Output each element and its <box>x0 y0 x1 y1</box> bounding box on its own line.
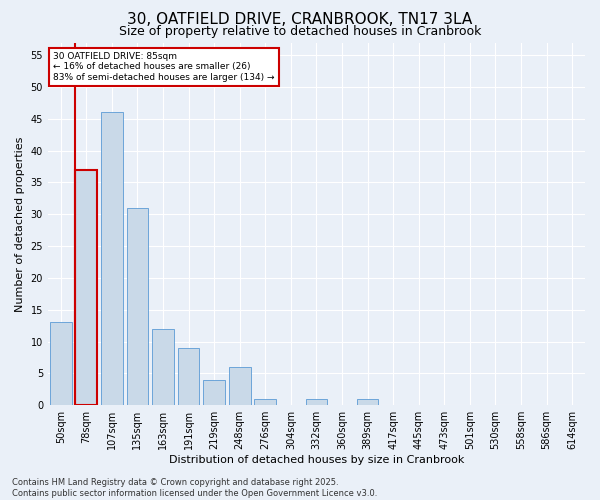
Bar <box>152 329 174 405</box>
Bar <box>305 399 328 405</box>
Text: Size of property relative to detached houses in Cranbrook: Size of property relative to detached ho… <box>119 25 481 38</box>
Bar <box>178 348 199 405</box>
Bar <box>254 399 276 405</box>
Text: 30, OATFIELD DRIVE, CRANBROOK, TN17 3LA: 30, OATFIELD DRIVE, CRANBROOK, TN17 3LA <box>127 12 473 28</box>
Text: Contains HM Land Registry data © Crown copyright and database right 2025.
Contai: Contains HM Land Registry data © Crown c… <box>12 478 377 498</box>
Bar <box>127 208 148 405</box>
Bar <box>101 112 123 405</box>
Bar <box>203 380 225 405</box>
Y-axis label: Number of detached properties: Number of detached properties <box>15 136 25 312</box>
Bar <box>357 399 379 405</box>
Bar <box>229 367 251 405</box>
Bar <box>76 170 97 405</box>
Bar <box>50 322 71 405</box>
Text: 30 OATFIELD DRIVE: 85sqm
← 16% of detached houses are smaller (26)
83% of semi-d: 30 OATFIELD DRIVE: 85sqm ← 16% of detach… <box>53 52 275 82</box>
X-axis label: Distribution of detached houses by size in Cranbrook: Distribution of detached houses by size … <box>169 455 464 465</box>
